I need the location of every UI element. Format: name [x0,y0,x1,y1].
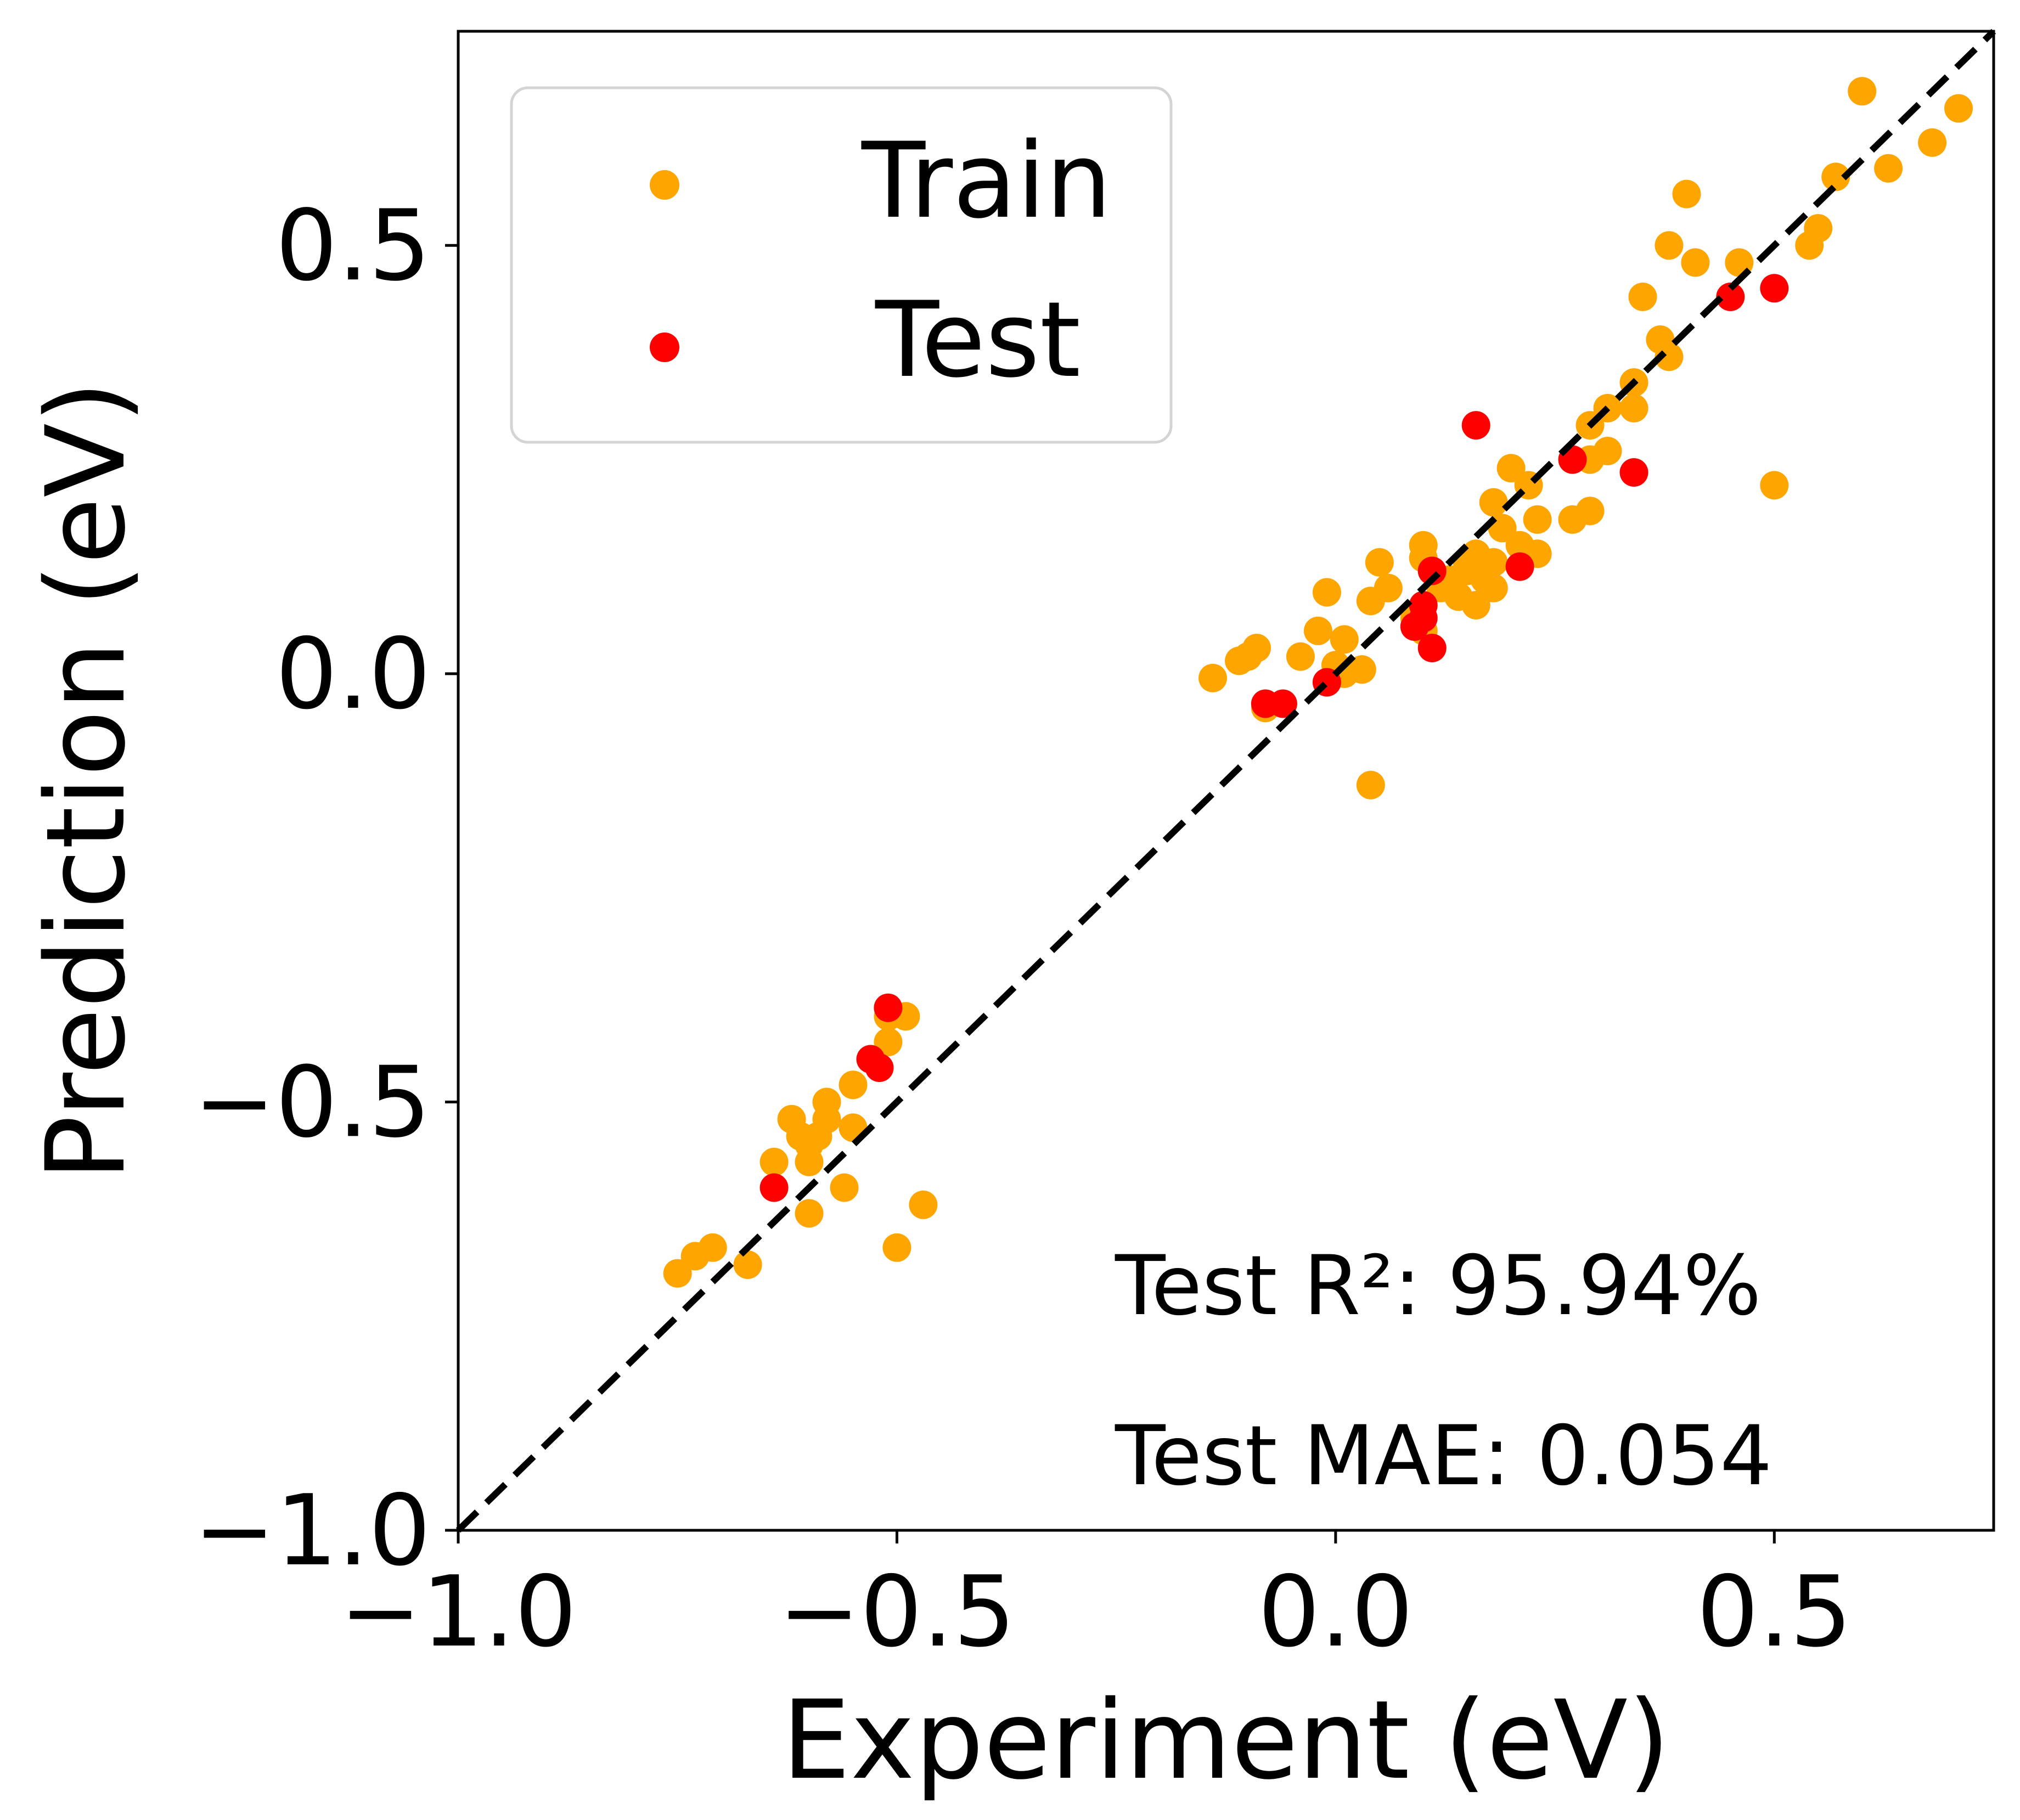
y-axis-label: Prediction (eV) [22,381,149,1181]
point-train-40 [1409,531,1438,560]
point-train-80 [1918,128,1947,157]
legend-label-test: Test [875,279,1081,401]
point-train-28 [1312,578,1341,607]
point-train-0 [663,1259,692,1288]
point-test-11 [1417,556,1447,585]
point-train-71 [1672,179,1701,209]
legend-marker-test [650,333,679,362]
point-train-76 [1804,214,1833,243]
plot-area-frame [457,30,1995,1532]
point-train-47 [1461,591,1490,619]
point-train-72 [1681,248,1710,277]
point-test-15 [1619,458,1648,487]
point-train-66 [1619,393,1648,422]
point-train-57 [1523,505,1552,534]
point-train-74 [1760,471,1789,500]
point-train-24 [1242,634,1271,662]
point-train-26 [1286,642,1315,671]
point-train-51 [1479,573,1508,602]
point-test-3 [874,993,903,1022]
test-r2-annotation: Test R²: 95.94% [1115,1238,1762,1334]
point-train-79 [1874,154,1903,183]
test-mae-annotation: Test MAE: 0.054 [1115,1408,1773,1504]
point-train-13 [830,1173,859,1202]
legend-label-train: Train [861,120,1112,241]
point-train-67 [1628,283,1657,311]
point-train-60 [1576,497,1605,526]
x-tick-label: 0.0 [1258,1555,1413,1669]
point-test-17 [1760,274,1789,303]
point-train-33 [1356,770,1385,799]
y-tick-label: 0.0 [275,617,431,731]
point-test-9 [1409,591,1438,619]
point-train-21 [1199,663,1227,692]
point-test-16 [1716,283,1745,311]
point-train-54 [1496,454,1526,483]
point-train-15 [839,1070,868,1100]
point-train-32 [1347,655,1376,684]
point-train-63 [1593,437,1622,465]
point-train-12 [812,1088,841,1117]
point-train-81 [1944,94,1973,123]
point-train-35 [1365,548,1394,577]
point-train-2 [698,1233,727,1262]
series-layer [663,77,1973,1288]
series-train [663,77,1973,1288]
ticks-layer: −1.0 −0.5 0.0 0.5 −1.0 −0.5 0.0 0.5 [194,189,1852,1669]
y-tick-label: 0.5 [275,189,431,302]
point-train-8 [795,1147,824,1176]
point-test-0 [759,1173,789,1202]
x-tick-label: −0.5 [778,1555,1015,1669]
y-tick-label: −0.5 [194,1045,431,1159]
point-test-12 [1461,411,1490,440]
point-train-36 [1374,573,1403,602]
point-train-16 [874,1028,903,1057]
x-tick-label: 0.5 [1697,1555,1852,1669]
y-tick-label: −1.0 [194,1474,431,1587]
point-train-3 [733,1250,762,1279]
point-test-10 [1417,634,1447,662]
series-test [759,274,1789,1202]
point-train-70 [1655,231,1684,260]
point-test-13 [1505,552,1534,581]
point-train-69 [1655,342,1684,371]
point-train-9 [795,1199,824,1228]
point-train-20 [909,1190,938,1219]
point-train-27 [1303,616,1332,645]
point-train-52 [1479,488,1508,517]
point-test-2 [865,1053,894,1082]
legend-marker-train [650,170,679,200]
legend: Train Test [510,86,1173,444]
point-train-30 [1330,625,1359,654]
point-train-18 [882,1233,911,1262]
point-train-4 [759,1147,789,1176]
point-train-77 [1821,162,1850,191]
x-axis-label: Experiment (eV) [782,1677,1670,1804]
identity-reference-line [455,29,1996,1533]
point-train-50 [1479,548,1508,577]
x-tick-label: −1.0 [340,1555,577,1669]
point-train-78 [1848,77,1877,106]
point-test-5 [1268,689,1297,718]
